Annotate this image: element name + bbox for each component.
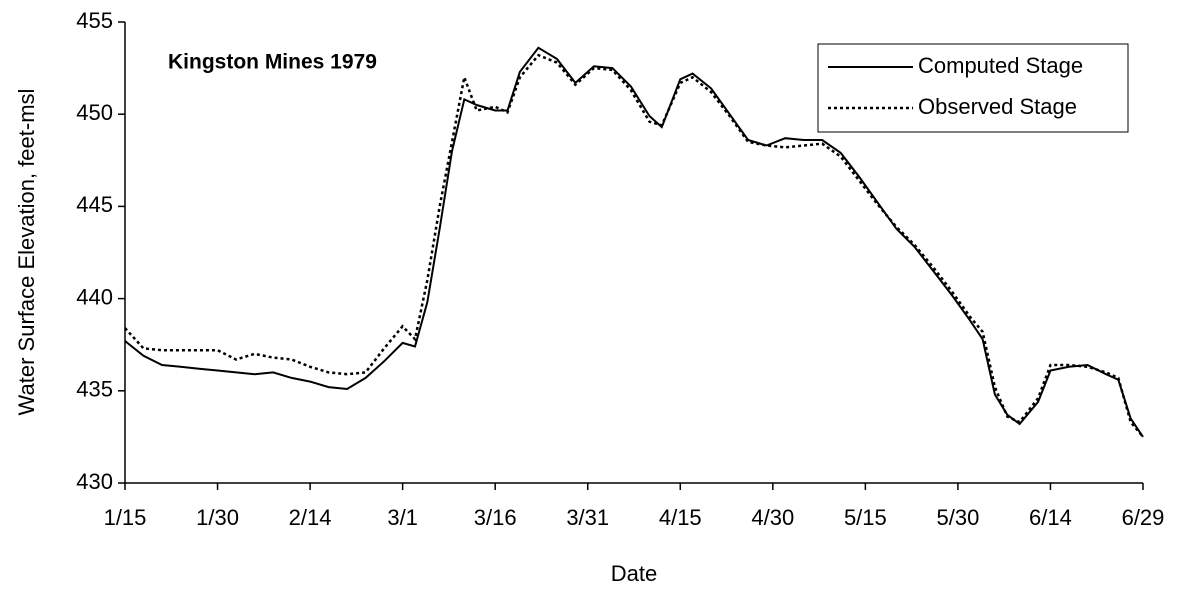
y-axis-label: Water Surface Elevation, feet-msl [14,89,39,416]
y-tick-label: 455 [76,8,113,33]
x-tick-label: 3/31 [566,505,609,530]
x-tick-label: 1/30 [196,505,239,530]
x-tick-label: 5/30 [936,505,979,530]
y-tick-label: 450 [76,100,113,125]
series-line [124,53,1144,438]
legend-label: Observed Stage [918,94,1077,119]
x-tick-label: 2/14 [289,505,332,530]
legend-box [817,43,1129,133]
x-tick-label: 6/29 [1122,505,1165,530]
x-axis-label: Date [611,561,657,586]
y-tick-label: 440 [76,284,113,309]
x-tick-label: 3/1 [387,505,418,530]
series-line [124,46,1144,438]
x-tick-label: 6/14 [1029,505,1072,530]
annotation: Kingston Mines 1979 [168,51,377,74]
legend-label: Computed Stage [918,53,1083,78]
y-tick-label: 435 [76,377,113,402]
x-tick-label: 1/15 [104,505,147,530]
x-tick-label: 4/30 [751,505,794,530]
y-tick-label: 430 [76,469,113,494]
x-tick-label: 3/16 [474,505,517,530]
x-tick-label: 5/15 [844,505,887,530]
y-tick-label: 445 [76,192,113,217]
x-tick-label: 4/15 [659,505,702,530]
